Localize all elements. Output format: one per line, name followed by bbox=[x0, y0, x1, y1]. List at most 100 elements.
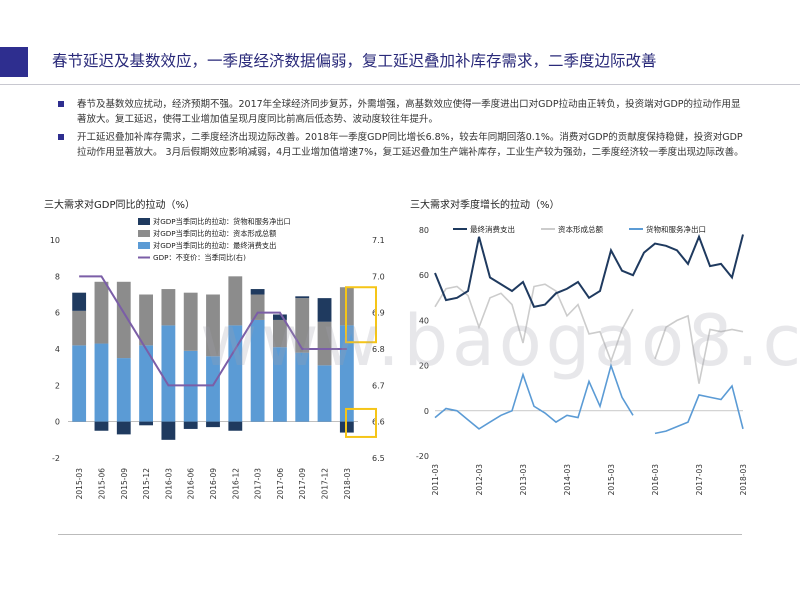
bar-segment bbox=[273, 319, 287, 348]
bar-segment bbox=[116, 421, 131, 435]
legend-swatch bbox=[138, 230, 150, 237]
bullet-item: 春节及基数效应扰动，经济预期不强。2017年全球经济同步复苏，外需增强，高基数效… bbox=[58, 97, 748, 127]
bar-segment bbox=[317, 365, 332, 422]
legend-label: 对GDP当季同比的拉动：资本形成总额 bbox=[153, 229, 276, 238]
x-tick-label: 2013-03 bbox=[519, 464, 528, 496]
x-tick-label: 2017-03 bbox=[254, 468, 263, 500]
bar-segment bbox=[161, 325, 176, 422]
bar-segment bbox=[72, 310, 87, 346]
bar-segment bbox=[317, 298, 332, 322]
bar-segment bbox=[317, 321, 332, 366]
bullet-square-icon bbox=[58, 134, 64, 140]
y-tick-label: 6 bbox=[55, 309, 60, 318]
bar-segment bbox=[161, 289, 176, 326]
x-tick-label: 2016-03 bbox=[651, 464, 660, 496]
right-line-chart: -20 0 20 40 60 80 2011-03 2012-03 2013-03 2014-03… bbox=[416, 224, 748, 496]
bar-segment bbox=[250, 294, 265, 320]
x-tick-label: 2012-03 bbox=[475, 464, 484, 496]
y-tick-label: 0 bbox=[55, 418, 60, 427]
bullet-list: 春节及基数效应扰动，经济预期不强。2017年全球经济同步复苏，外需增强，高基数效… bbox=[58, 97, 748, 163]
bar-segment bbox=[94, 281, 109, 344]
x-tick-label: 2017-03 bbox=[695, 464, 704, 496]
x-tick-label: 2011-03 bbox=[431, 464, 440, 496]
x-tick-label: 2015-06 bbox=[97, 468, 106, 500]
x-tick-label: 2015-03 bbox=[607, 464, 616, 496]
y-tick-label: -2 bbox=[52, 454, 60, 463]
bar-segment bbox=[295, 296, 310, 299]
bar-segment bbox=[94, 343, 109, 422]
x-tick-label: 2016-03 bbox=[164, 468, 173, 500]
y-tick-label: 20 bbox=[419, 362, 429, 371]
bar-segment bbox=[250, 289, 265, 295]
y2-tick-label: 6.5 bbox=[372, 454, 385, 463]
series-line bbox=[434, 362, 634, 430]
bar-segment bbox=[206, 356, 220, 422]
x-tick-label: 2016-12 bbox=[231, 468, 240, 500]
gdp-growth-line bbox=[79, 275, 347, 387]
bar-segment bbox=[228, 325, 243, 422]
series-line bbox=[654, 384, 744, 435]
legend-label: 货物和服务净出口 bbox=[646, 224, 706, 234]
x-tick-label: 2015-12 bbox=[142, 468, 151, 500]
y-tick-label: 10 bbox=[50, 236, 60, 245]
y-tick-label: 0 bbox=[424, 407, 429, 416]
bar-segment bbox=[94, 421, 109, 431]
y-tick-label: 8 bbox=[55, 272, 60, 281]
y-tick-label: -20 bbox=[416, 452, 429, 461]
x-tick-label: 2016-06 bbox=[187, 468, 196, 500]
y-tick-label: 60 bbox=[419, 271, 429, 280]
bar-segment bbox=[206, 421, 220, 428]
bar-segment bbox=[206, 294, 220, 357]
bar-segment bbox=[273, 347, 287, 422]
bullet-text: 开工延迟叠加补库存需求，二季度经济出现边际改善。2018年一季度GDP同比增长6… bbox=[77, 132, 744, 158]
legend-label: GDP：不变价：当季同比(右) bbox=[153, 253, 246, 262]
y2-tick-label: 6.6 bbox=[372, 418, 385, 427]
bar-segment bbox=[72, 292, 87, 311]
y2-tick-label: 6.8 bbox=[372, 345, 385, 354]
bottom-divider bbox=[58, 534, 742, 535]
x-tick-label: 2018-03 bbox=[343, 468, 352, 500]
x-tick-label: 2015-03 bbox=[75, 468, 84, 500]
highlight-box-bottom bbox=[345, 407, 377, 438]
series-line bbox=[434, 283, 634, 364]
x-tick-label: 2014-03 bbox=[563, 464, 572, 496]
bullet-item: 开工延迟叠加补库存需求，二季度经济出现边际改善。2018年一季度GDP同比增长6… bbox=[58, 130, 748, 160]
legend-label: 对GDP当季同比的拉动：货物和服务净出口 bbox=[153, 217, 291, 226]
legend-swatch bbox=[138, 242, 150, 249]
bullet-square-icon bbox=[58, 101, 64, 107]
legend-label: 资本形成总额 bbox=[558, 224, 603, 234]
series-line bbox=[654, 314, 744, 384]
bar-segment bbox=[295, 298, 310, 353]
title-divider bbox=[0, 84, 800, 85]
y2-tick-label: 7.1 bbox=[372, 236, 385, 245]
legend-label: 对GDP当季同比的拉动：最终消费支出 bbox=[153, 241, 276, 250]
y-tick-label: 4 bbox=[55, 345, 60, 354]
bar-segment bbox=[228, 421, 243, 431]
highlight-box-top bbox=[345, 286, 377, 344]
bar-segment bbox=[183, 292, 198, 351]
bar-segment bbox=[139, 294, 153, 346]
y2-tick-label: 7.0 bbox=[372, 272, 385, 281]
bar-segment bbox=[295, 352, 310, 422]
bullet-text: 春节及基数效应扰动，经济预期不强。2017年全球经济同步复苏，外需增强，高基数效… bbox=[77, 99, 741, 125]
y2-tick-label: 6.7 bbox=[372, 381, 385, 390]
y-tick-label: 2 bbox=[55, 381, 60, 390]
bar-segment bbox=[116, 281, 131, 359]
x-tick-label: 2017-09 bbox=[298, 468, 307, 500]
bar-segment bbox=[250, 319, 265, 422]
y2-tick-label: 6.9 bbox=[372, 309, 385, 318]
bar-segment bbox=[116, 358, 131, 422]
right-chart-title: 三大需求对季度增长的拉动（%） bbox=[410, 200, 560, 211]
x-tick-label: 2017-06 bbox=[276, 468, 285, 500]
x-tick-label: 2015-09 bbox=[120, 468, 129, 500]
legend-swatch bbox=[138, 218, 150, 225]
bar-segment bbox=[72, 345, 87, 422]
legend-label: 最终消费支出 bbox=[470, 224, 515, 234]
bar-segment bbox=[273, 314, 287, 320]
bar-segment bbox=[228, 276, 243, 326]
bar-segment bbox=[183, 421, 198, 429]
x-tick-label: 2017-12 bbox=[321, 468, 330, 500]
series-line bbox=[434, 234, 744, 308]
bar-segment bbox=[161, 421, 176, 440]
left-bar-chart: -2 0 2 4 6 8 10 6.5 6.6 6.7 6.8 6.9 7.0 7.1 2015-03 201… bbox=[50, 217, 385, 500]
